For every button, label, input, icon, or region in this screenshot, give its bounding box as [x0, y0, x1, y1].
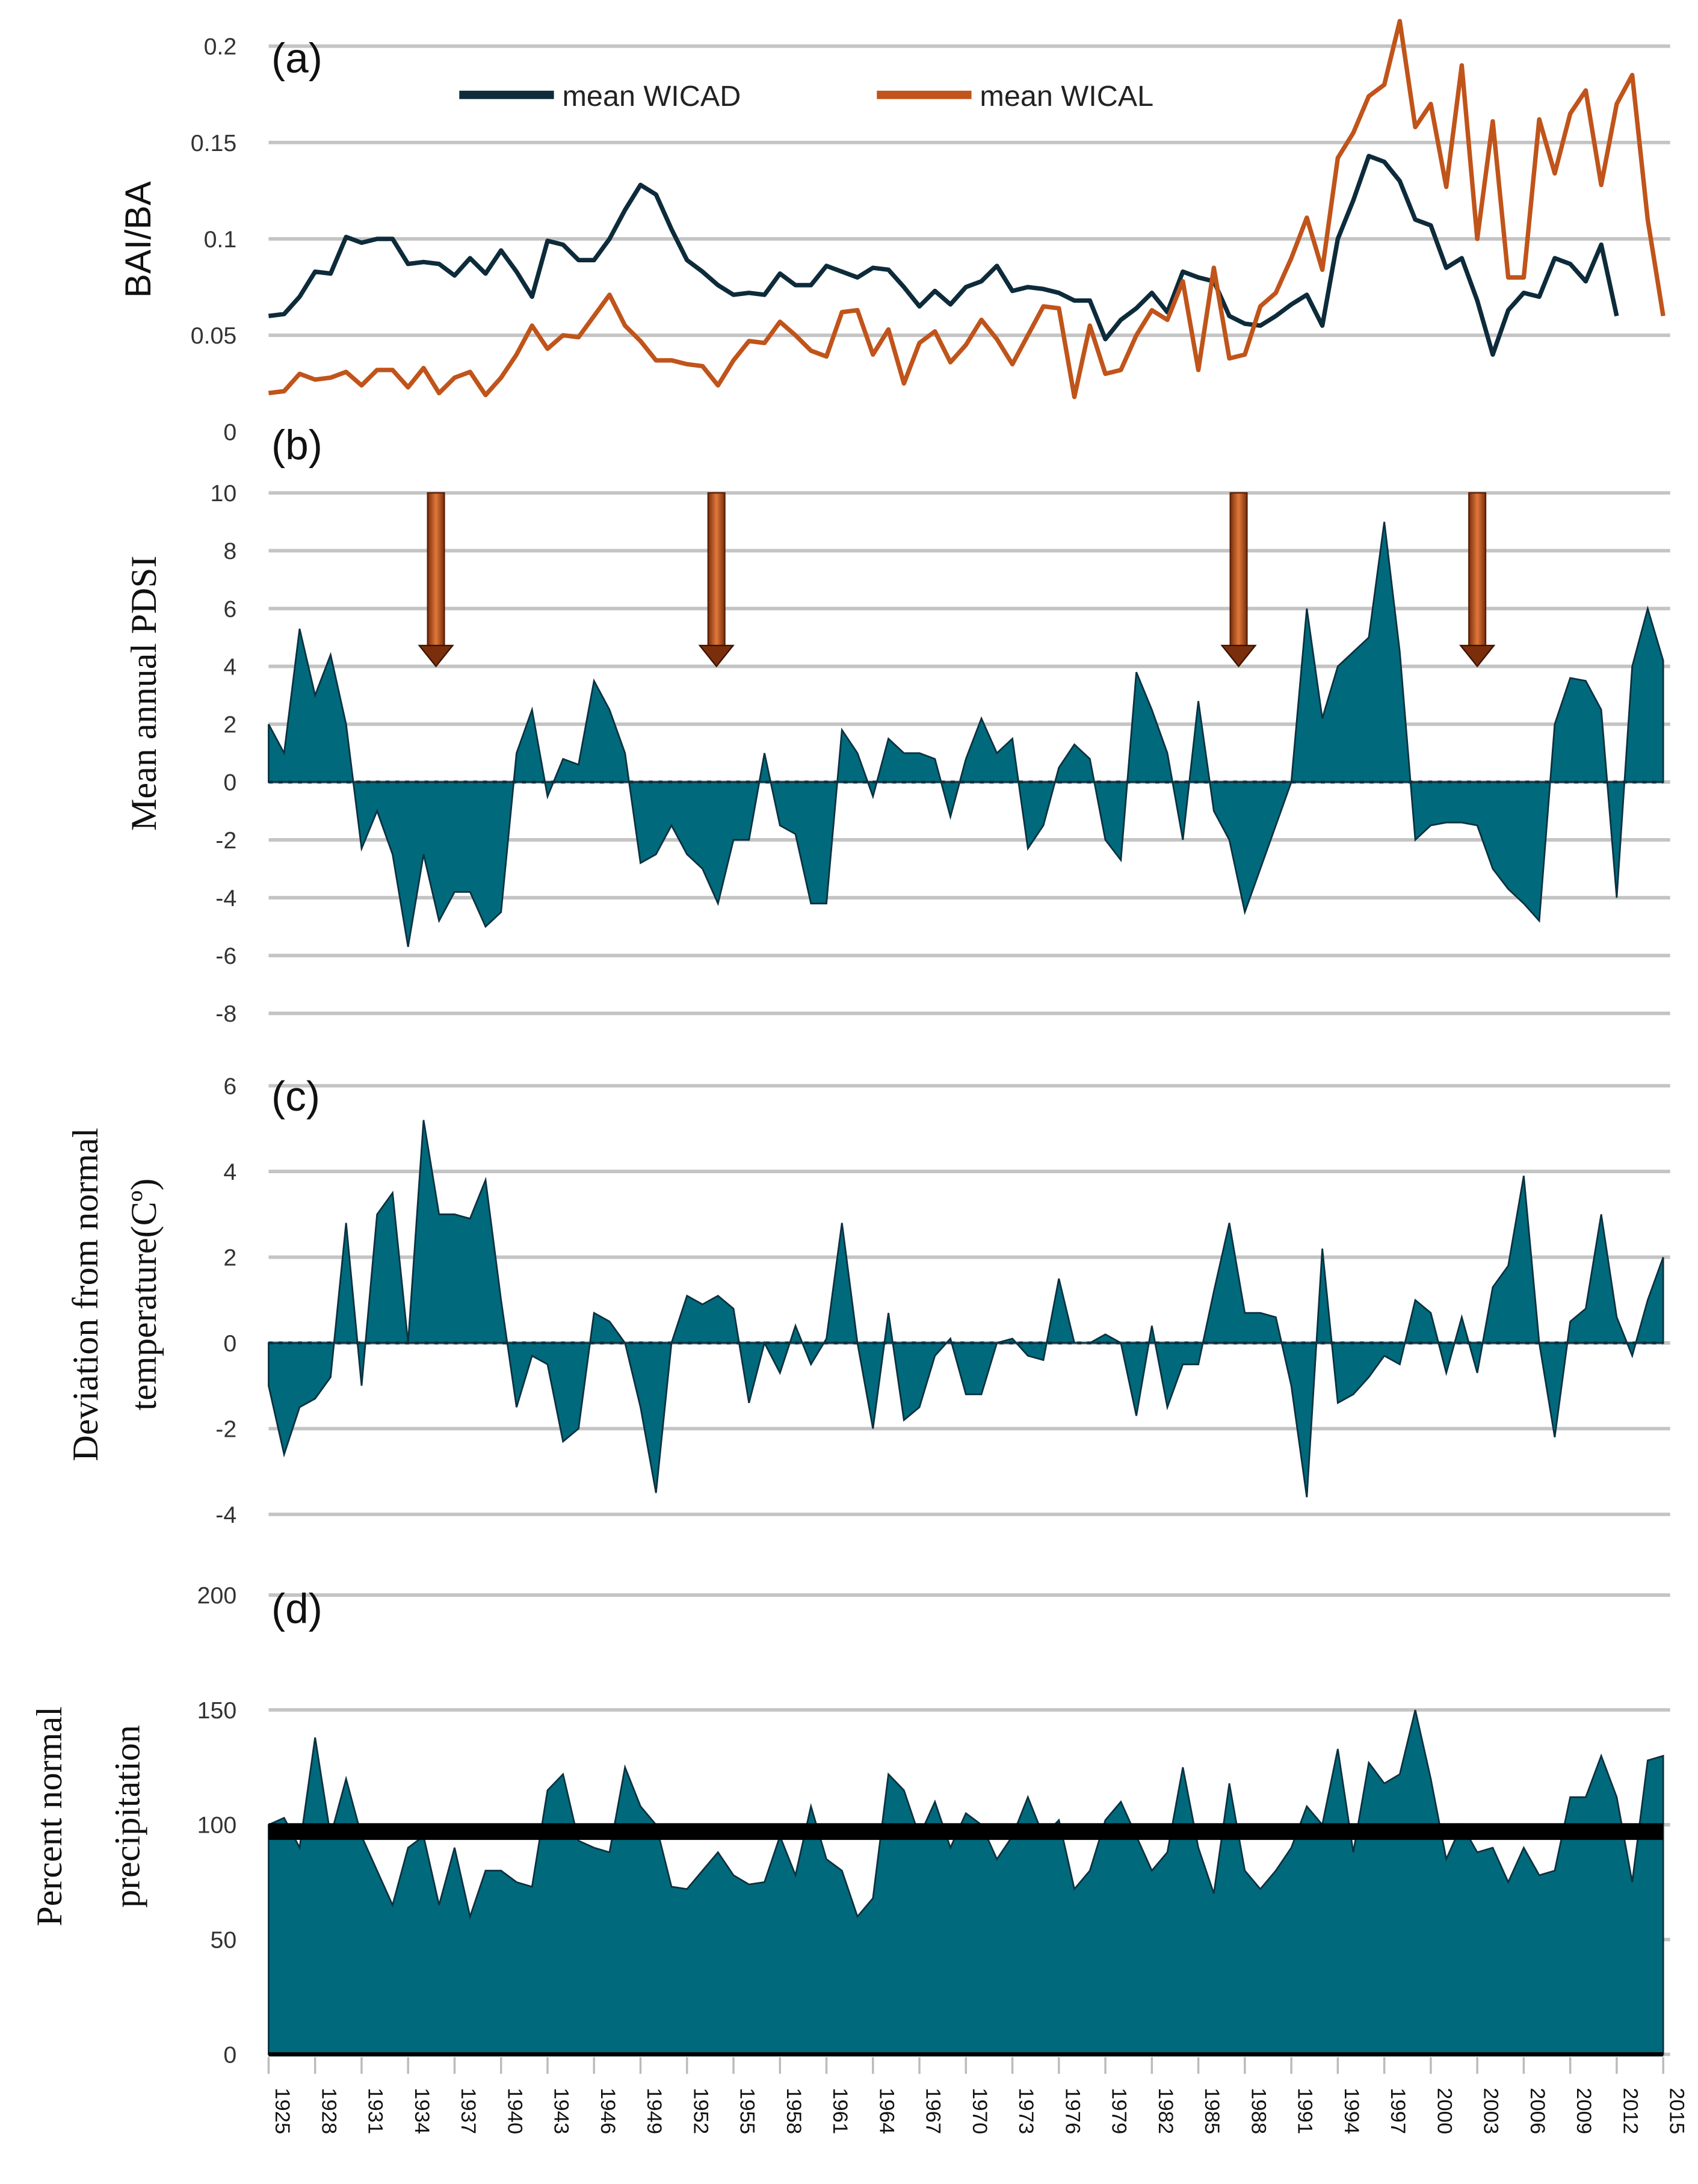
- area-series: [268, 1120, 1664, 1498]
- x-tick-label: 1952: [689, 2088, 712, 2134]
- y-tick-label: 150: [197, 1697, 237, 1724]
- y-axis-title-d-line2: precipitation: [107, 1725, 147, 1908]
- y-tick-label: 6: [223, 596, 236, 622]
- y-axis-title-a: BAI/BA: [118, 181, 158, 298]
- x-tick-label: 2003: [1480, 2088, 1502, 2134]
- x-tick-label: 1985: [1200, 2088, 1223, 2134]
- y-tick-label: 200: [197, 1582, 237, 1609]
- x-tick-label: 1943: [550, 2088, 573, 2134]
- x-tick-label: 1964: [875, 2088, 898, 2134]
- x-tick-label: 2000: [1433, 2088, 1456, 2134]
- x-tick-label: 1931: [364, 2088, 387, 2134]
- drought-arrow: [698, 492, 735, 668]
- arrow-shaft: [1468, 492, 1487, 648]
- chart-marks: [268, 19, 1666, 2056]
- arrow-shaft: [707, 492, 726, 648]
- drought-arrow: [1220, 492, 1257, 668]
- y-tick-label: -4: [215, 1502, 236, 1528]
- arrow-head: [1459, 644, 1496, 668]
- gridlines: [267, 44, 1670, 2074]
- y-tick-label: 0: [223, 419, 236, 445]
- y-tick-label: 100: [197, 1812, 237, 1839]
- x-tick-label: 2015: [1666, 2088, 1688, 2134]
- x-tick-label: 1925: [271, 2088, 294, 2134]
- y-tick-label: 0: [223, 770, 236, 796]
- arrow-head: [698, 644, 735, 668]
- y-tick-label: -4: [215, 885, 236, 912]
- x-tick-label: 1976: [1061, 2088, 1084, 2134]
- x-tick-label: 1979: [1108, 2088, 1131, 2134]
- y-tick-label: 0.1: [204, 226, 237, 253]
- legend: mean WICAD mean WICAL: [459, 80, 1153, 113]
- x-tick-label: 1940: [503, 2088, 526, 2134]
- x-tick-label: 1967: [922, 2088, 945, 2134]
- panel-label-a: (a): [271, 35, 323, 82]
- panel-label-c: (c): [271, 1073, 320, 1120]
- y-tick-label: 4: [223, 1159, 236, 1185]
- drought-arrow: [418, 492, 454, 668]
- series-line-wical: [268, 19, 1666, 399]
- y-tick-label: -6: [215, 943, 236, 969]
- arrow-head: [418, 644, 454, 668]
- x-tick-label: 1934: [410, 2088, 433, 2134]
- x-tick-label: 1982: [1154, 2088, 1177, 2134]
- y-tick-label: 4: [223, 653, 236, 680]
- x-tick-label: 1970: [968, 2088, 991, 2134]
- y-axis-title-d-line1: Percent normal: [29, 1706, 70, 1926]
- legend-label-wical: mean WICAL: [980, 80, 1153, 113]
- arrow-shaft: [427, 492, 445, 648]
- y-tick-label: 2: [223, 712, 236, 738]
- x-tick-label: 1958: [782, 2088, 805, 2134]
- y-axis-title-c-line1: Deviation from normal: [66, 1127, 106, 1461]
- y-tick-label: -2: [215, 827, 236, 854]
- area-series: [268, 1709, 1664, 2055]
- y-tick-label: 2: [223, 1244, 236, 1271]
- y-tick-label: 10: [210, 480, 236, 507]
- y-tick-label: -8: [215, 1001, 236, 1027]
- x-tick-label: 2009: [1572, 2088, 1595, 2134]
- x-tick-label: 1955: [736, 2088, 759, 2134]
- x-tick-label: 1997: [1386, 2088, 1409, 2134]
- y-tick-label: 0: [223, 1330, 236, 1357]
- x-tick-label: 1991: [1294, 2088, 1317, 2134]
- x-tick-label: 1937: [457, 2088, 480, 2134]
- series-line-wicad: [268, 153, 1619, 357]
- area-series: [268, 522, 1664, 947]
- x-tick-label: 1994: [1340, 2088, 1363, 2134]
- arrow-shaft: [1229, 492, 1248, 648]
- y-tick-label: 50: [210, 1927, 236, 1954]
- y-axis-title-c-line2: temperature(Cº): [124, 1179, 164, 1411]
- x-tick-label: 2006: [1526, 2088, 1549, 2134]
- y-tick-label: -2: [215, 1416, 236, 1442]
- y-tick-label: 6: [223, 1073, 236, 1099]
- chart-labels: (a) (b) (c) (d) mean WICAD mean WICAL BA…: [29, 34, 1688, 2135]
- legend-label-wicad: mean WICAD: [562, 80, 741, 113]
- y-tick-label: 0.2: [204, 34, 237, 60]
- y-axis-title-b: Mean annual PDSI: [124, 556, 164, 831]
- x-tick-label: 1973: [1014, 2088, 1037, 2134]
- panel-label-b: (b): [271, 422, 323, 469]
- y-tick-label: 0: [223, 2041, 236, 2068]
- y-tick-label: 8: [223, 538, 236, 564]
- arrow-head: [1220, 644, 1257, 668]
- y-tick-label: 0.05: [191, 322, 237, 349]
- x-tick-label: 1949: [643, 2088, 665, 2134]
- panel-label-d: (d): [271, 1585, 323, 1632]
- x-tick-label: 1928: [317, 2088, 340, 2134]
- x-tick-label: 1946: [596, 2088, 619, 2134]
- y-tick-label: 0.15: [191, 130, 237, 156]
- x-tick-label: 1988: [1247, 2088, 1270, 2134]
- drought-arrow: [1459, 492, 1496, 668]
- x-tick-label: 2012: [1619, 2088, 1641, 2134]
- x-tick-label: 1961: [829, 2088, 851, 2134]
